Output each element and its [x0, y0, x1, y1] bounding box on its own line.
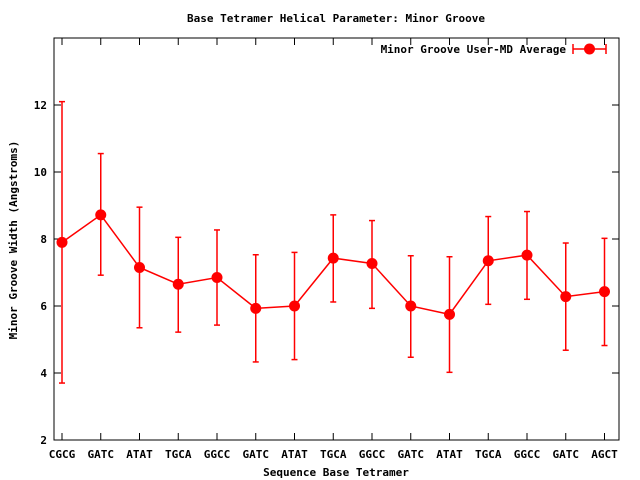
- y-tick-label: 2: [40, 434, 47, 447]
- data-point: [134, 261, 145, 273]
- x-tick-label: ATAT: [281, 448, 308, 461]
- data-point: [211, 272, 223, 284]
- y-tick-label: 4: [40, 367, 47, 380]
- x-tick-label: ATAT: [436, 448, 463, 461]
- x-tick-label: GATC: [398, 448, 425, 461]
- x-tick-label: ATAT: [126, 448, 153, 461]
- y-axis-label: Minor Groove Width (Angstroms): [7, 141, 20, 340]
- x-tick-label: AGCT: [591, 448, 618, 461]
- x-tick-label: TGCA: [475, 448, 502, 461]
- legend-marker: [584, 43, 595, 55]
- data-point: [482, 255, 494, 267]
- data-point: [250, 302, 262, 314]
- y-tick-label: 10: [34, 166, 47, 179]
- x-tick-label: GGCC: [204, 448, 231, 461]
- data-point: [366, 257, 378, 269]
- x-tick-label: GATC: [553, 448, 580, 461]
- chart-title: Base Tetramer Helical Parameter: Minor G…: [187, 12, 485, 25]
- y-tick-label: 12: [34, 99, 47, 112]
- legend-label: Minor Groove User-MD Average: [381, 43, 567, 56]
- x-tick-label: GGCC: [514, 448, 541, 461]
- data-point: [444, 308, 455, 320]
- x-tick-label: TGCA: [320, 448, 347, 461]
- x-axis: CGCG GATC ATAT TGCA GGCC GATC ATAT TGCA GGCC GATC…: [49, 38, 618, 461]
- data-point: [56, 236, 68, 248]
- data-point: [95, 209, 107, 221]
- x-tick-label: GGCC: [359, 448, 386, 461]
- legend: Minor Groove User-MD Average: [381, 43, 607, 56]
- data-point: [289, 300, 300, 312]
- data-point: [327, 252, 339, 264]
- y-tick-label: 6: [40, 300, 47, 313]
- data-point: [405, 300, 417, 312]
- x-tick-label: GATC: [243, 448, 270, 461]
- data-point: [521, 249, 533, 261]
- x-tick-label: GATC: [88, 448, 115, 461]
- x-tick-label: TGCA: [165, 448, 192, 461]
- x-tick-label: CGCG: [49, 448, 76, 461]
- y-tick-label: 8: [40, 233, 47, 246]
- data-point: [172, 278, 184, 290]
- x-axis-label: Sequence Base Tetramer: [263, 466, 409, 479]
- y-axis: 2 4 6 8 10 12: [34, 99, 619, 447]
- data-point: [560, 291, 572, 303]
- data-point: [599, 286, 610, 298]
- series-layer: [56, 100, 610, 384]
